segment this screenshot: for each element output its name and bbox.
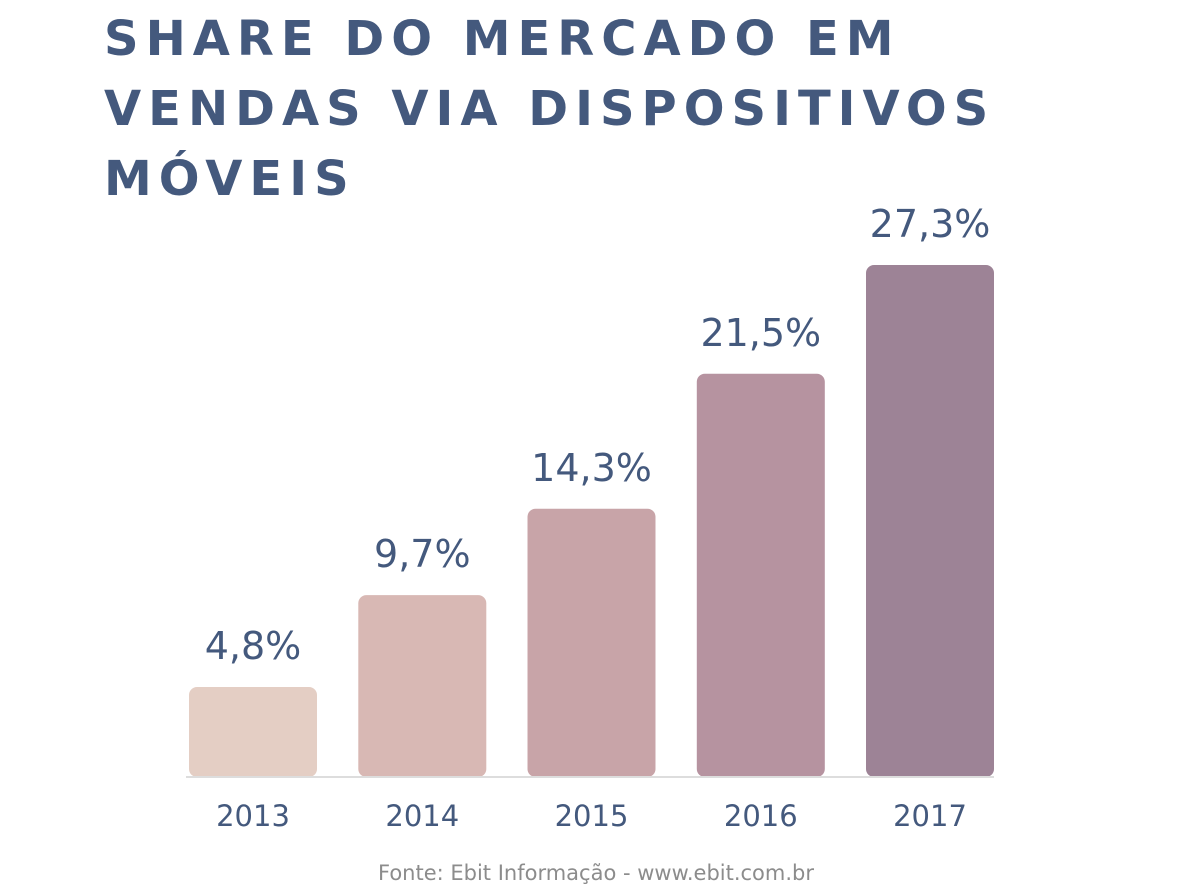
bar-2016 [696,373,825,777]
labels-layer: 4,8% 2013 9,7% 2014 14,3% 2015 21,5% 2016 27,3% 2… [205,202,991,833]
x-tick-label-2014: 2014 [385,799,459,833]
chart-title: SHARE DO MERCADO EM VENDAS VIA DISPOSITI… [104,4,1164,214]
x-tick-label-2015: 2015 [555,799,629,833]
chart-title-line-1: SHARE DO MERCADO EM [104,11,901,67]
value-label-2013: 4,8% [205,624,302,668]
source-note: Fonte: Ebit Informação - www.ebit.com.br [377,861,815,885]
bar-2017 [866,265,994,777]
value-label-2014: 9,7% [374,532,471,576]
value-label-2015: 14,3% [531,446,652,490]
bars-layer [189,265,994,777]
chart-title-line-2: VENDAS VIA DISPOSITIVOS [104,81,996,137]
chart-title-line-3: MÓVEIS [104,151,356,207]
value-label-2017: 27,3% [870,202,991,246]
bar-2014 [358,595,487,777]
x-tick-label-2016: 2016 [724,799,798,833]
value-label-2016: 21,5% [700,311,821,355]
x-tick-label-2017: 2017 [893,799,967,833]
bar-2015 [527,508,656,777]
bar-2013 [189,687,317,777]
x-tick-label-2013: 2013 [216,799,290,833]
